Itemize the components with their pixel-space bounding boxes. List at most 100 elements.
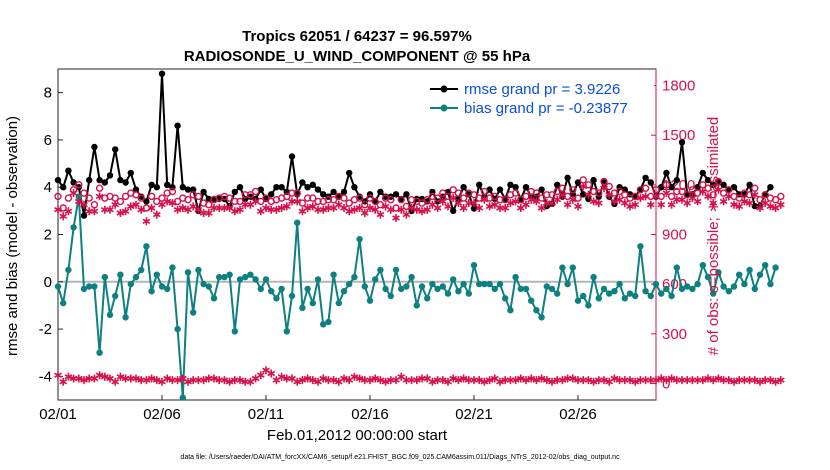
bias-point [257,285,264,293]
bias-point [60,299,67,307]
possible-point [361,200,369,209]
assimilated-point [480,377,489,386]
assimilated-point [371,374,380,383]
assimilated-point [236,376,244,385]
assimilated-point [64,207,73,216]
assimilated-point [64,372,73,381]
possible-point [522,192,530,201]
bias-point [408,273,415,281]
y-right-tick-label: 1500 [662,127,695,144]
assimilated-point [428,377,437,386]
assimilated-point [381,377,390,386]
possible-point [355,194,364,202]
assimilated-point [184,377,192,386]
bias-point [174,325,181,333]
assimilated-point [542,376,551,385]
rmse-point [96,176,103,184]
rmse-point [112,146,119,153]
bias-point [320,321,327,328]
assimilated-point [683,199,692,208]
bias-point [439,283,446,290]
x-tick-label: 02/26 [559,406,597,423]
possible-point [168,187,177,196]
possible-point [329,195,338,204]
assimilated-point [522,376,530,385]
assimilated-point [766,376,775,385]
possible-point [314,197,322,206]
rmse-point [158,70,166,77]
rmse-point [476,181,483,188]
possible-point [397,195,405,204]
assimilated-point [610,197,619,206]
assimilated-point [444,202,452,211]
bias-point [564,280,571,288]
assimilated-point [225,377,234,386]
assimilated-point [350,372,359,381]
assimilated-point [210,374,218,383]
legend-box [428,75,654,119]
assimilated-point [626,202,634,211]
assimilated-point [626,376,634,385]
possible-point [54,192,62,201]
assimilated-point [709,199,718,208]
assimilated-point [714,374,723,383]
bias-point [418,283,426,290]
rmse-point [538,186,545,193]
rmse-point [710,181,717,188]
bias-point [96,349,103,356]
bias-point [236,276,244,283]
assimilated-point [272,205,281,214]
rmse-point [122,179,129,186]
series-assimilated_bottom [54,366,785,386]
assimilated-point [485,376,494,385]
possible-point [283,192,291,201]
bias-point [673,264,680,271]
bias-point [517,285,524,293]
x-tick-label: 02/06 [143,406,181,423]
assimilated-point [308,376,317,385]
assimilated-point [579,182,588,191]
assimilated-point [449,194,458,203]
bias-point [346,280,353,288]
rmse-point [554,181,561,188]
assimilated-point [558,376,567,385]
assimilated-point [693,197,702,206]
bias-point [658,290,665,297]
bias-point [590,273,597,281]
rmse-point [127,169,134,177]
bias-point [403,283,410,290]
possible-point [345,199,353,207]
assimilated-point [532,197,541,206]
possible-point [64,194,73,202]
possible-point [371,197,379,206]
possible-point [532,189,541,197]
bias-point [652,280,660,288]
assimilated-point [376,376,385,385]
assimilated-point [558,190,567,199]
bias-point [767,280,774,288]
assimilated-point [589,197,598,206]
x-tick-label: 02/01 [39,406,77,423]
rmse-point [179,184,186,191]
bias-point [470,262,478,269]
possible-point [678,187,686,196]
assimilated-point [340,374,348,383]
assimilated-point [116,372,125,381]
assimilated-point [641,192,650,201]
assimilated-point [600,184,608,193]
assimilated-point [740,197,749,206]
possible-point [184,195,192,204]
bias-point [294,219,301,226]
bias-point [101,273,109,281]
rmse-point [268,191,275,198]
assimilated-point [116,209,125,217]
possible-point [719,189,728,197]
possible-point [293,189,301,197]
rmse-point [704,176,712,184]
assimilated-point [54,205,62,214]
bias-point [314,276,322,283]
assimilated-point [376,210,385,219]
assimilated-point [657,374,666,383]
rmse-point [673,176,680,184]
assimilated-point [516,374,525,383]
